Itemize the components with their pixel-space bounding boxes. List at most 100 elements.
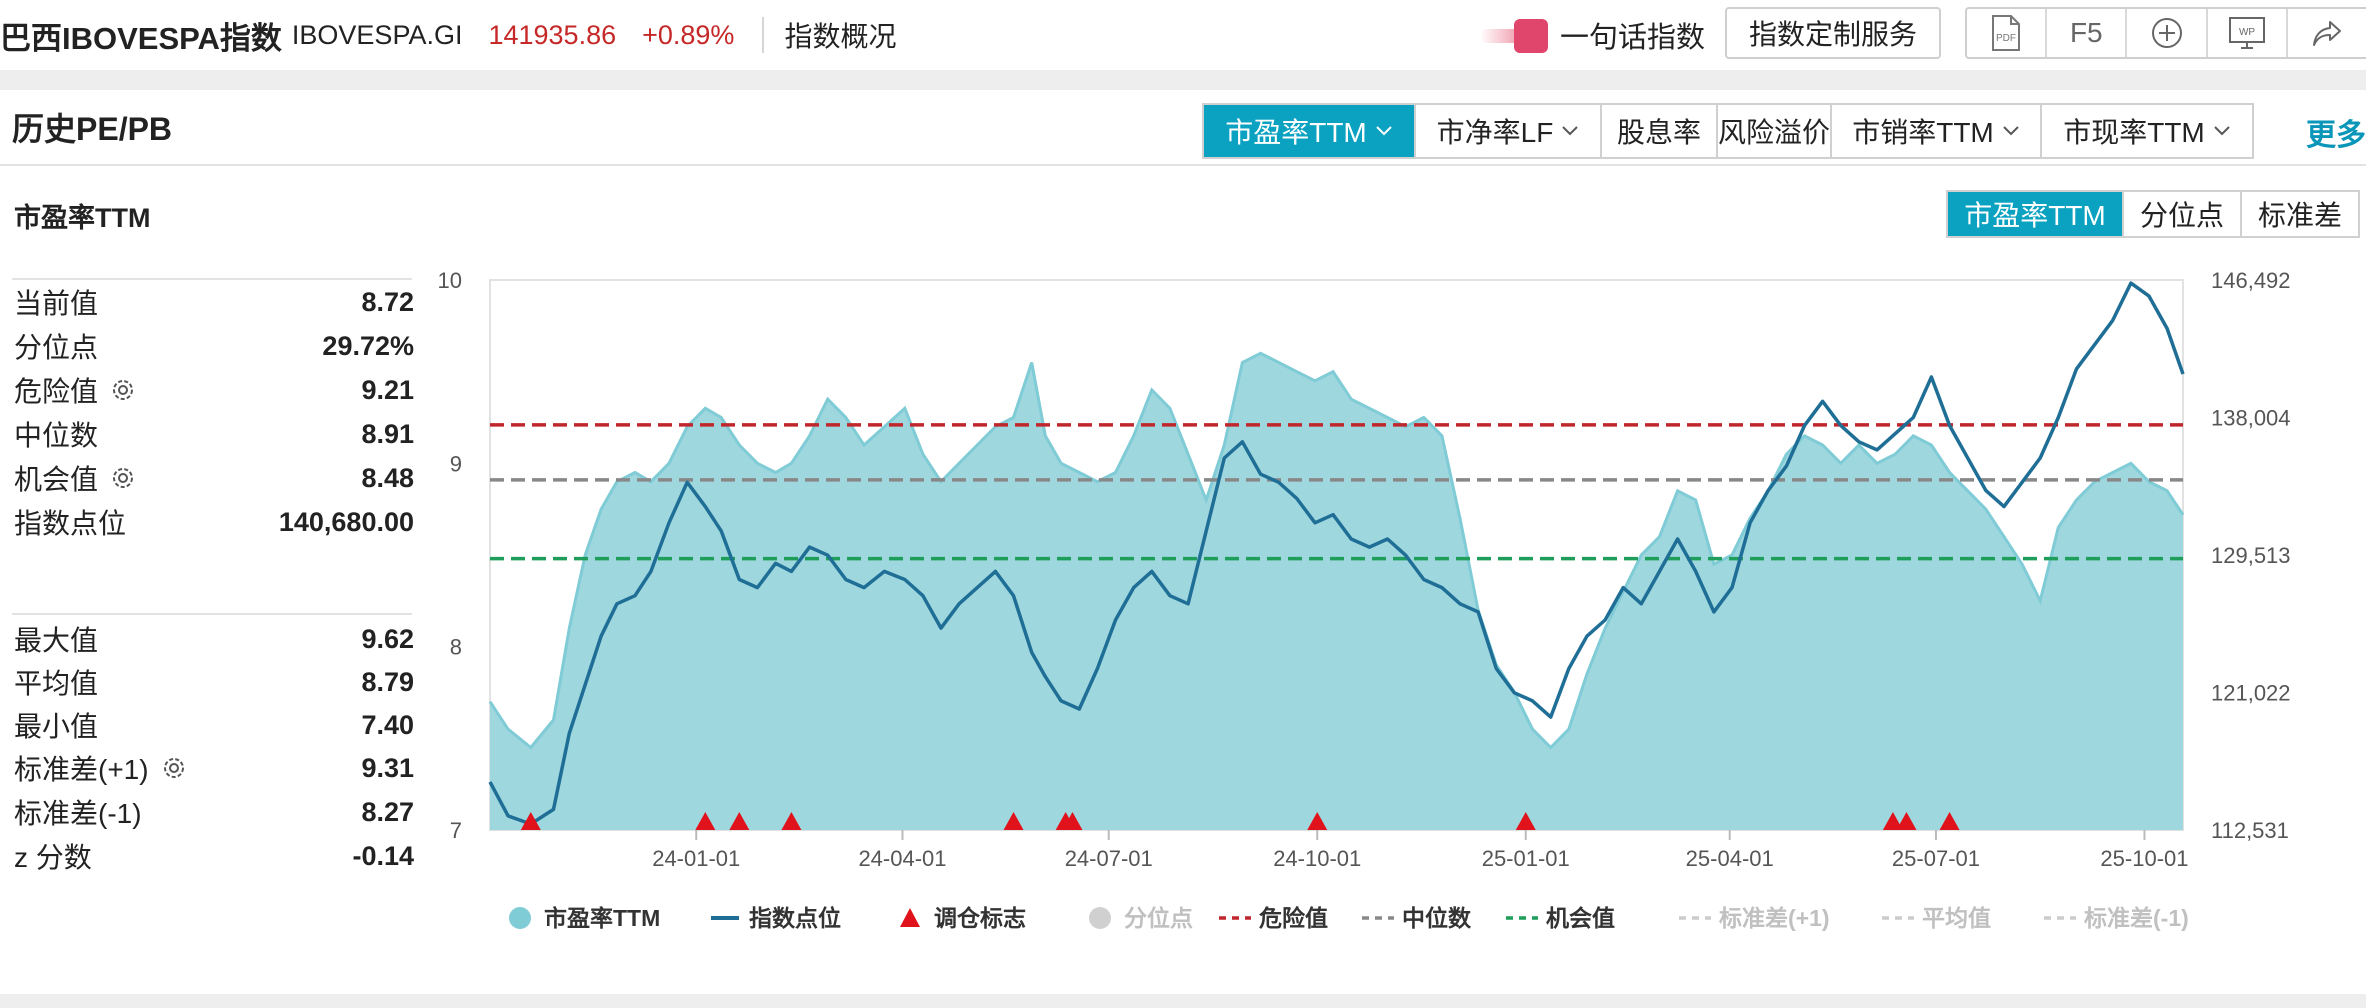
stat-current: 当前值 8.72 [14,282,414,322]
stat-std-plus: 标准差(+1) 9.31 [14,748,414,788]
custom-service-button[interactable]: 指数定制服务 [1725,7,1941,59]
tab-pcf-ttm[interactable]: 市现率TTM [2042,105,2252,157]
stat-value: 8.72 [361,286,414,317]
add-button[interactable] [2127,9,2208,57]
stat-percentile: 分位点 29.72% [14,326,414,366]
section-gap [0,70,2366,90]
stat-label: 机会值 [14,464,99,495]
legend-label: 标准差(-1) [2084,905,2189,931]
stat-label: z 分数 [14,842,92,873]
x-tick-label: 25-07-01 [1892,846,1980,871]
gear-icon[interactable] [110,465,136,491]
bottom-band [0,994,2366,1008]
legend-label: 中位数 [1402,905,1472,931]
y-left-tick-label: 10 [438,268,462,293]
stat-z-score: z 分数 -0.14 [14,836,414,876]
one-line-index-button[interactable]: 一句话指数 [1480,14,1705,56]
pdf-icon: PDF [1992,15,2021,51]
rebalance-marker [1882,812,1903,830]
legend-label: 标准差(+1) [1719,905,1830,931]
x-tick-label: 24-04-01 [858,846,946,871]
stat-value: 9.31 [361,752,414,783]
legend-label: 危险值 [1259,905,1328,931]
more-link[interactable]: 更多 [2306,119,2366,152]
x-tick-label: 25-10-01 [2100,846,2188,871]
stat-label: 最小值 [14,711,99,742]
stat-label: 危险值 [14,376,99,407]
index-price: 141935.86 [488,19,617,50]
index-line [488,281,2185,826]
y-right-tick-label: 121,022 [2211,680,2291,705]
rebalance-marker [1307,812,1328,830]
rebalance-marker [1515,812,1536,830]
stat-value: 8.48 [361,462,414,493]
y-left-tick-label: 7 [450,818,462,843]
chevron-down-icon [2003,126,2019,136]
stat-value: -0.14 [352,840,414,871]
stat-label-wrap: 危险值 [14,370,361,410]
chevron-down-icon [1376,126,1392,136]
index-code: IBOVESPA.GI [291,19,463,50]
x-tick-label: 25-04-01 [1686,846,1774,871]
x-tick-label: 24-10-01 [1273,846,1361,871]
svg-text:PDF: PDF [1996,33,2016,44]
tab-label: 股息率 [1616,117,1701,148]
rebalance-marker [729,812,750,830]
index-change: +0.89% [642,19,735,50]
stat-label-wrap: 标准差(+1) [14,748,361,788]
index-title: 巴西IBOVESPA指数 [0,20,282,56]
legend-label: 调仓标志 [934,905,1026,931]
divider [12,613,412,615]
section-title: 历史PE/PB [12,111,173,147]
stat-label-wrap: 机会值 [14,458,361,498]
legend-marker-triangle [900,908,920,927]
divider [0,164,2366,166]
stat-value: 9.21 [361,374,414,405]
rebalance-marker [520,812,541,830]
monitor-icon: WP [2228,17,2265,49]
top-bar: 巴西IBOVESPA指数 IBOVESPA.GI 141935.86 +0.89… [0,0,2366,70]
f5-refresh-button[interactable]: F5 [2047,9,2128,57]
y-right-tick-label: 138,004 [2211,405,2291,430]
mode-tab-pe[interactable]: 市盈率TTM [1948,192,2124,236]
tab-label: 市销率TTM [1852,117,1994,148]
wp-export-button[interactable]: WP [2208,9,2288,57]
stat-label: 最大值 [14,625,99,656]
gear-icon[interactable] [161,755,187,781]
gear-icon[interactable] [110,377,136,403]
stat-index: 指数点位 140,680.00 [14,502,414,542]
legend-label: 市盈率TTM [544,905,660,931]
stat-mean: 平均值 8.79 [14,662,414,702]
stat-max: 最大值 9.62 [14,619,414,659]
tab-pb-lf[interactable]: 市净率LF [1416,105,1602,157]
legend-marker-circle [509,907,531,929]
divider [12,278,412,280]
overview-link[interactable]: 指数概况 [784,21,897,52]
rebalance-marker [1896,812,1917,830]
pe-line [488,351,2185,750]
mode-tab-stddev[interactable]: 标准差 [2257,200,2342,231]
stat-danger: 危险值 9.21 [14,370,414,410]
legend-label: 分位点 [1124,905,1193,931]
stat-value: 8.27 [361,796,414,827]
tab-risk-premium[interactable]: 风险溢价 [1718,105,1832,157]
stat-value: 8.91 [361,418,414,449]
tab-label: 市现率TTM [2063,117,2205,148]
tab-dividend-yield[interactable]: 股息率 [1602,105,1718,157]
pe-chart[interactable]: 10 9 8 7 146,492 138,004 129,513 121,022 112,531… [420,260,2366,960]
stat-label: 标准差(-1) [14,798,142,829]
tab-pe-ttm[interactable]: 市盈率TTM [1204,105,1416,157]
stat-value: 7.40 [361,709,414,740]
stat-label: 平均值 [14,668,99,699]
metric-tabs: 市盈率TTM 市净率LF 股息率 风险溢价 市销率TTM 市现率TTM [1202,103,2254,159]
pdf-export-button[interactable]: PDF [1967,9,2048,57]
stat-label: 当前值 [14,288,99,319]
y-right-tick-label: 112,531 [2211,818,2289,843]
tab-ps-ttm[interactable]: 市销率TTM [1832,105,2042,157]
tab-label: 风险溢价 [1718,117,1831,148]
stat-label: 指数点位 [14,508,127,539]
share-button[interactable] [2288,9,2366,57]
mode-tab-percentile[interactable]: 分位点 [2124,192,2242,236]
x-tick-label: 24-01-01 [652,846,740,871]
stat-chance: 机会值 8.48 [14,458,414,498]
